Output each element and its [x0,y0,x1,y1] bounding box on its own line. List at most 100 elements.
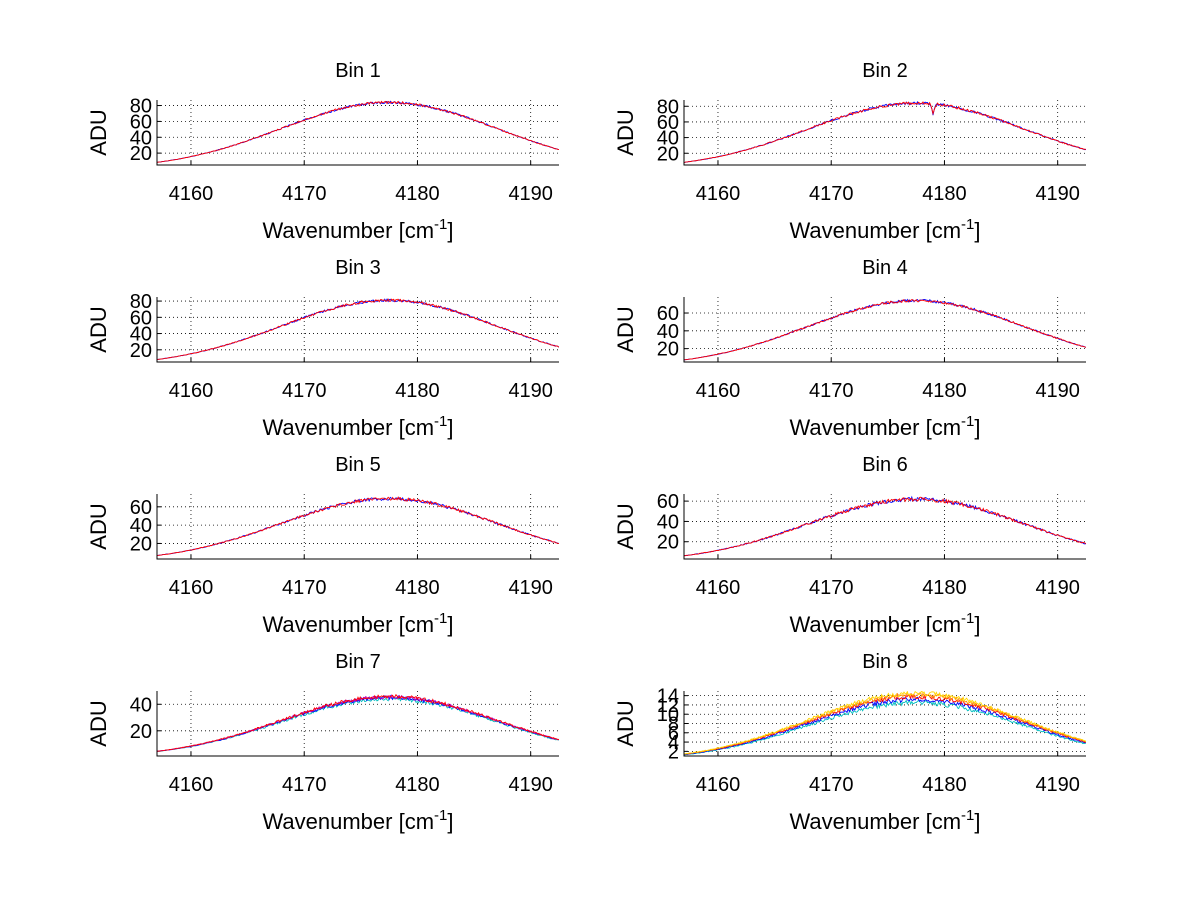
y-tick-label: 60 [130,497,152,519]
x-tick-label: 4190 [1035,577,1080,599]
y-tick-label: 4 [668,732,679,754]
y-tick-label: 40 [657,128,679,150]
x-axis-label: Wavenumber [cm-1] [262,413,453,440]
y-tick-label: 10 [657,704,679,726]
x-tick-label: 4190 [508,380,553,402]
x-tick-label: 4190 [508,774,553,796]
x-tick-label: 4170 [282,380,327,402]
x-axis-label: Wavenumber [cm-1] [789,807,980,834]
y-tick-label: 20 [130,340,152,362]
x-tick-label: 4190 [508,183,553,205]
series-line-2 [684,696,1086,756]
x-tick-label: 4160 [169,577,214,599]
y-tick-label: 40 [130,324,152,346]
x-axis-label: Wavenumber [cm-1] [789,216,980,243]
grid [157,494,559,559]
y-tick-label: 20 [130,721,152,743]
y-axis-label: ADU [86,306,111,352]
y-tick-label: 80 [657,96,679,118]
x-tick-label: 4160 [169,774,214,796]
subplot-bin-7: 4160 4170 4180 4190 20 40 Bin 7 ADU Wavenumber [… [86,651,559,834]
grid [684,494,1086,559]
series-line-5 [684,691,1086,755]
x-tick-label: 4180 [395,380,440,402]
series-line-2 [157,100,559,163]
y-tick-label: 8 [668,714,679,736]
x-tick-label: 4160 [169,183,214,205]
x-axis-label: Wavenumber [cm-1] [262,807,453,834]
subplot-title: Bin 7 [335,651,381,673]
x-tick-label: 4170 [282,577,327,599]
y-tick-label: 2 [668,741,679,763]
x-tick-label: 4180 [922,183,967,205]
x-tick-label: 4170 [809,774,854,796]
x-tick-label: 4180 [395,577,440,599]
x-tick-label: 4190 [1035,774,1080,796]
x-tick-label: 4160 [696,183,741,205]
y-axis-label: ADU [86,503,111,549]
y-tick-label: 20 [130,143,152,165]
x-tick-label: 4170 [809,577,854,599]
x-tick-label: 4160 [696,577,741,599]
series-line-3 [157,694,559,752]
x-axis-label: Wavenumber [cm-1] [789,413,980,440]
subplot-title: Bin 6 [862,454,908,476]
y-axis-label: ADU [613,700,638,746]
x-tick-label: 4180 [922,774,967,796]
series-line-1 [684,298,1086,361]
y-tick-label: 14 [657,686,679,708]
series-line-1 [157,298,559,360]
x-tick-label: 4160 [696,380,741,402]
x-tick-label: 4190 [1035,380,1080,402]
subplot-title: Bin 1 [335,60,381,82]
series-line-1 [684,699,1086,756]
x-tick-label: 4180 [922,380,967,402]
grid [684,100,1086,165]
y-tick-label: 80 [130,96,152,118]
x-axis-label: Wavenumber [cm-1] [789,610,980,637]
series-line-4 [157,693,559,752]
series-line-2 [157,298,559,360]
subplot-title: Bin 8 [862,651,908,673]
y-axis-label: ADU [86,700,111,746]
series-line-2 [684,298,1086,361]
series-line-3 [684,693,1086,755]
series-line-2 [157,496,559,556]
y-axis-label: ADU [613,109,638,155]
x-axis-label: Wavenumber [cm-1] [262,610,453,637]
series-line-2 [684,496,1086,557]
y-axis-label: ADU [613,306,638,352]
grid [157,100,559,165]
y-tick-label: 20 [657,143,679,165]
x-tick-label: 4190 [1035,183,1080,205]
y-tick-label: 12 [657,695,679,717]
series-line-1 [157,496,559,556]
x-tick-label: 4180 [922,577,967,599]
series-line-1 [684,495,1086,557]
x-tick-label: 4160 [169,380,214,402]
y-tick-label: 60 [130,307,152,329]
x-tick-label: 4170 [809,380,854,402]
y-axis-label: ADU [613,503,638,549]
grid [157,297,559,362]
subplot-title: Bin 2 [862,60,908,82]
y-tick-label: 60 [130,111,152,133]
y-tick-label: 40 [657,321,679,343]
y-tick-label: 40 [130,127,152,149]
x-tick-label: 4160 [696,774,741,796]
y-axis-label: ADU [86,109,111,155]
y-tick-label: 20 [657,339,679,361]
y-tick-label: 80 [130,291,152,313]
y-tick-label: 60 [657,112,679,134]
x-tick-label: 4180 [395,774,440,796]
y-tick-label: 20 [657,532,679,554]
subplot-title: Bin 4 [862,257,908,279]
y-tick-label: 40 [130,515,152,537]
